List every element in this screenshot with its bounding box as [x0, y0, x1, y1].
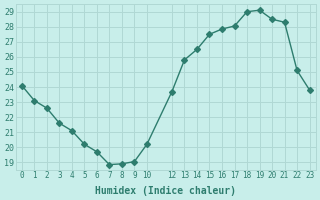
- X-axis label: Humidex (Indice chaleur): Humidex (Indice chaleur): [95, 186, 236, 196]
